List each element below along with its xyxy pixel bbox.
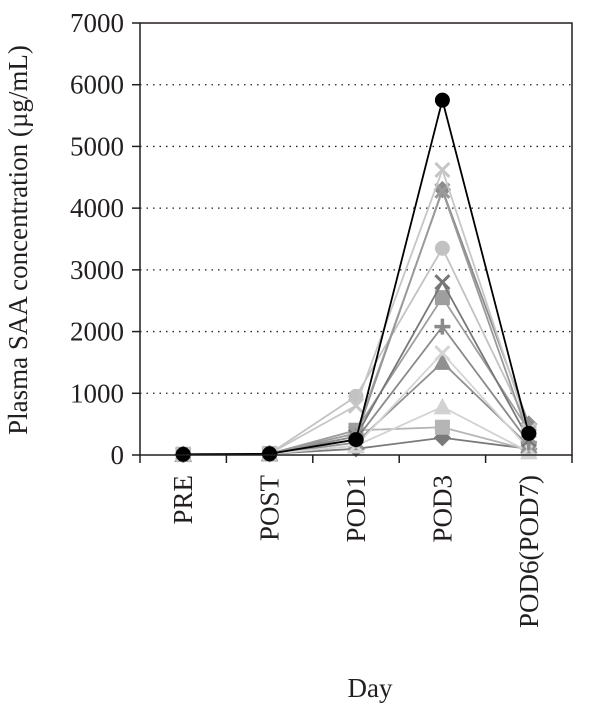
data-point — [434, 92, 450, 108]
series-line — [183, 186, 530, 456]
y-tick-label: 1000 — [70, 378, 124, 408]
data-point — [347, 397, 365, 414]
x-tick-label: POD3 — [427, 475, 457, 543]
plot-frame — [139, 22, 573, 456]
data-point — [262, 446, 278, 462]
x-tick-labels: PRE POST POD1 POD3 POD6(POD7) — [168, 475, 544, 629]
series-0 — [175, 92, 537, 462]
data-point — [434, 345, 451, 362]
data-point — [434, 240, 450, 256]
series-2 — [175, 182, 537, 463]
y-tick-label: 0 — [111, 440, 125, 470]
y-tick-label: 4000 — [70, 193, 124, 223]
data-point — [434, 419, 450, 435]
data-point — [434, 318, 451, 335]
data-point — [434, 274, 451, 291]
x-tick-label: POD1 — [341, 475, 371, 543]
x-tick-label: POD6(POD7) — [514, 475, 544, 628]
y-tick-label: 2000 — [70, 317, 124, 347]
data-point — [521, 425, 537, 441]
x-tick-label: POST — [255, 475, 285, 542]
data-series — [174, 92, 538, 464]
y-tick-label: 5000 — [70, 131, 124, 161]
series-line — [183, 167, 530, 456]
x-tick-label: PRE — [168, 475, 198, 525]
data-point — [433, 353, 452, 370]
y-tick-label: 3000 — [70, 255, 124, 285]
x-axis-title: Day — [348, 673, 393, 703]
y-tick-labels: 0 1000 2000 3000 4000 5000 6000 7000 — [70, 8, 124, 470]
y-axis-title: Plasma SAA concentration (µg/mL) — [3, 45, 33, 435]
data-point — [434, 290, 450, 306]
axes — [132, 22, 573, 463]
data-point — [433, 397, 452, 415]
y-tick-label: 6000 — [70, 70, 124, 100]
series-3 — [174, 180, 538, 464]
data-point — [434, 161, 451, 178]
data-point — [348, 432, 364, 448]
y-tick-label: 7000 — [70, 8, 124, 38]
